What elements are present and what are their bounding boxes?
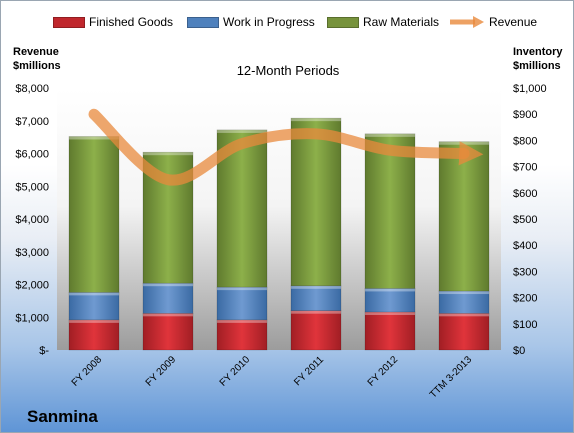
bar-cap-raw-materials-1 [143, 152, 193, 156]
bar-cap-finished-goods-1 [143, 313, 193, 317]
bar-raw-materials-5 [438, 141, 490, 292]
right-tick-label-6: $600 [513, 188, 537, 200]
bar-finished-goods-4 [364, 311, 416, 351]
left-axis-title-line-2: $millions [13, 60, 61, 72]
left-tick-label-5: $5,000 [15, 181, 49, 193]
category-label-4: FY 2012 [366, 354, 401, 389]
left-tick-label-6: $6,000 [15, 149, 49, 161]
right-tick-label-7: $700 [513, 162, 537, 174]
right-tick-label-4: $400 [513, 240, 537, 252]
legend-label-work-in-progress: Work in Progress [223, 15, 315, 29]
left-tick-label-4: $4,000 [15, 214, 49, 226]
bar-finished-goods-1 [142, 313, 194, 351]
revenue-line [88, 108, 484, 186]
left-tick-label-8: $8,000 [15, 83, 49, 95]
bar-cap-raw-materials-5 [439, 141, 489, 145]
left-tick-label-0: $- [39, 345, 49, 357]
bar-work-in-progress-5 [438, 290, 490, 314]
bar-cap-work-in-progress-5 [439, 291, 489, 295]
bar-work-in-progress-0 [68, 292, 120, 321]
bar-cap-finished-goods-0 [69, 319, 119, 323]
bar-raw-materials-4 [364, 133, 416, 289]
bar-finished-goods-2 [216, 319, 268, 351]
right-tick-label-1: $100 [513, 319, 537, 331]
bar-cap-work-in-progress-1 [143, 283, 193, 287]
right-tick-label-3: $300 [513, 266, 537, 278]
legend-swatch-revenue [450, 16, 484, 28]
bar-work-in-progress-4 [364, 288, 416, 313]
legend: Finished Goods Work in Progress Raw Mate… [1, 15, 573, 35]
category-label-1: FY 2009 [144, 354, 179, 389]
right-tick-label-0: $0 [513, 345, 525, 357]
category-label-2: FY 2010 [218, 354, 253, 389]
bar-cap-work-in-progress-2 [217, 287, 267, 291]
bar-work-in-progress-1 [142, 282, 194, 314]
bar-finished-goods-3 [290, 310, 342, 351]
left-tick-label-2: $2,000 [15, 280, 49, 292]
bar-raw-materials-3 [290, 117, 342, 287]
category-label-3: FY 2011 [292, 354, 326, 388]
bar-cap-raw-materials-4 [365, 133, 415, 137]
legend-swatch-finished-goods [53, 16, 85, 28]
bar-work-in-progress-3 [290, 285, 342, 311]
legend-item-work-in-progress: Work in Progress [187, 15, 315, 29]
left-tick-label-1: $1,000 [15, 312, 49, 324]
right-tick-label-5: $500 [513, 214, 537, 226]
bar-cap-work-in-progress-0 [69, 292, 119, 296]
plot-area [57, 88, 501, 350]
bar-cap-raw-materials-2 [217, 129, 267, 133]
bar-raw-materials-0 [68, 136, 120, 293]
left-axis-title-line-1: Revenue [13, 46, 59, 58]
bar-work-in-progress-2 [216, 286, 268, 321]
right-axis-title-line-2: $millions [513, 60, 561, 72]
bar-cap-work-in-progress-4 [365, 288, 415, 292]
bar-finished-goods-0 [68, 319, 120, 351]
legend-label-revenue: Revenue [489, 15, 538, 29]
legend-swatch-work-in-progress [187, 16, 219, 28]
left-tick-label-3: $3,000 [15, 247, 49, 259]
legend-swatch-raw-materials [327, 16, 359, 28]
legend-item-revenue: Revenue [449, 15, 537, 29]
right-axis-title: Inventory $millions [513, 45, 563, 73]
legend-item-finished-goods: Finished Goods [53, 15, 173, 29]
left-tick-label-7: $7,000 [15, 116, 49, 128]
bar-cap-raw-materials-3 [291, 118, 341, 122]
bar-cap-work-in-progress-3 [291, 285, 341, 289]
right-tick-label-2: $200 [513, 293, 537, 305]
right-axis-title-line-1: Inventory [513, 46, 563, 58]
bar-cap-finished-goods-4 [365, 312, 415, 316]
category-label-0: FY 2008 [70, 354, 105, 389]
bar-cap-raw-materials-0 [69, 136, 119, 140]
company-name: Sanmina [27, 407, 98, 426]
right-tick-label-10: $1,000 [513, 83, 547, 95]
bar-finished-goods-5 [438, 313, 490, 351]
bar-cap-finished-goods-3 [291, 310, 341, 314]
left-axis-title: Revenue $millions [13, 45, 61, 73]
bar-cap-finished-goods-5 [439, 313, 489, 317]
chart-subtitle: 12-Month Periods [236, 63, 340, 78]
category-label-5: TTM 3-2013 [428, 354, 475, 401]
legend-item-raw-materials: Raw Materials [327, 15, 439, 29]
right-tick-label-9: $900 [513, 109, 537, 121]
bar-cap-finished-goods-2 [217, 319, 267, 323]
right-tick-label-8: $800 [513, 135, 537, 147]
legend-label-finished-goods: Finished Goods [89, 15, 174, 29]
legend-label-raw-materials: Raw Materials [363, 15, 440, 29]
